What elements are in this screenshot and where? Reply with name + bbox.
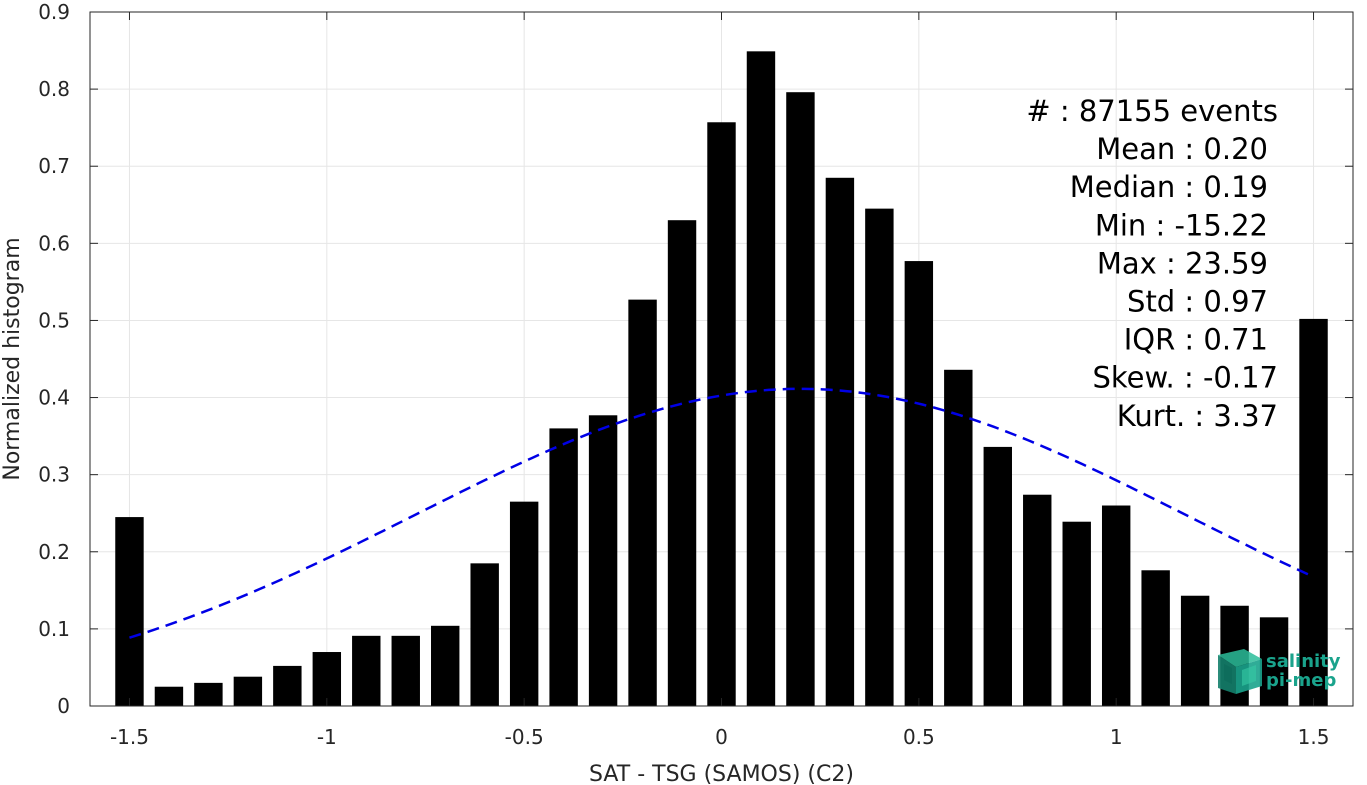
histogram-bar	[1062, 521, 1091, 706]
histogram-bar	[194, 682, 223, 706]
normal-fit-curve	[129, 387, 1315, 639]
histogram-bar	[115, 517, 144, 706]
x-tick-label: 0.5	[903, 725, 935, 749]
stat-line: Kurt. : 3.37	[1117, 399, 1278, 433]
histogram-bar	[944, 369, 973, 706]
y-tick-label: 0.3	[38, 463, 70, 487]
y-axis-ticks: 0 0.1 0.2 0.3 0.4 0.5 0.6 0.7 0.8 0.9	[38, 0, 1353, 718]
x-tick-label: 1.5	[1298, 725, 1330, 749]
y-tick-label: 0.6	[38, 231, 70, 255]
histogram-bar	[431, 625, 460, 706]
salinity-pi-mep-logo: salinity pi-mep	[1218, 649, 1341, 694]
y-tick-label: 0	[57, 694, 70, 718]
histogram-bar	[1101, 505, 1131, 706]
y-tick-label: 0.1	[38, 617, 70, 641]
histogram-bar	[786, 92, 815, 706]
y-tick-label: 0.9	[38, 0, 70, 24]
stat-line: Min : -15.22	[1095, 208, 1268, 242]
y-tick-label: 0.8	[38, 77, 70, 101]
x-tick-label: 0	[715, 725, 728, 749]
bars-group	[115, 51, 1328, 707]
histogram-bar	[312, 652, 342, 706]
histogram-bar	[1141, 570, 1170, 706]
histogram-bar	[628, 299, 657, 706]
histogram-bar	[904, 261, 934, 706]
stat-line: # : 87155 events	[1026, 94, 1278, 128]
histogram-bar	[707, 122, 736, 706]
histogram-bar	[588, 415, 618, 706]
stat-line: Skew. : -0.17	[1092, 361, 1278, 395]
x-axis-ticks: -1.5 -1 -0.5 0 0.5 1 1.5	[110, 12, 1329, 749]
histogram-bar	[549, 428, 578, 706]
y-tick-label: 0.2	[38, 540, 70, 564]
histogram-bar	[470, 563, 499, 706]
stat-line: Std : 0.97	[1127, 285, 1268, 319]
histogram-bar	[825, 177, 855, 707]
x-tick-label: -1	[317, 725, 337, 749]
cube-logo-icon	[1218, 649, 1262, 694]
histogram-bar	[273, 665, 302, 706]
histogram-bar	[233, 676, 263, 706]
x-tick-label: 1	[1110, 725, 1123, 749]
histogram-bar	[983, 446, 1012, 706]
histogram-bar	[667, 220, 697, 706]
logo-text-line2: pi-mep	[1266, 670, 1336, 691]
histogram-bar	[865, 208, 894, 706]
logo-text-line1: salinity	[1266, 651, 1341, 672]
y-tick-label: 0.5	[38, 308, 70, 332]
y-axis-label: Normalized histogram	[0, 237, 25, 480]
histogram-bar	[746, 51, 776, 707]
histogram-bar	[509, 501, 539, 706]
histogram-bar	[1299, 318, 1328, 706]
stat-line: Mean : 0.20	[1096, 132, 1268, 166]
y-tick-label: 0.7	[38, 154, 70, 178]
histogram-bar	[1180, 595, 1210, 706]
histogram-bar	[391, 635, 420, 706]
x-axis-label: SAT - TSG (SAMOS) (C2)	[589, 762, 854, 785]
stat-line: Median : 0.19	[1070, 170, 1268, 204]
histogram-bar	[352, 635, 381, 706]
stat-line: IQR : 0.71	[1124, 323, 1268, 357]
statistics-annotations: # : 87155 events Mean : 0.20 Median : 0.19…	[1026, 94, 1278, 433]
stat-line: Max : 23.59	[1097, 246, 1268, 280]
histogram-bar	[1259, 617, 1289, 706]
x-tick-label: -0.5	[505, 725, 544, 749]
y-tick-label: 0.4	[38, 386, 70, 410]
x-tick-label: -1.5	[110, 725, 149, 749]
histogram-bar	[1023, 494, 1052, 706]
histogram-bar	[154, 686, 184, 706]
